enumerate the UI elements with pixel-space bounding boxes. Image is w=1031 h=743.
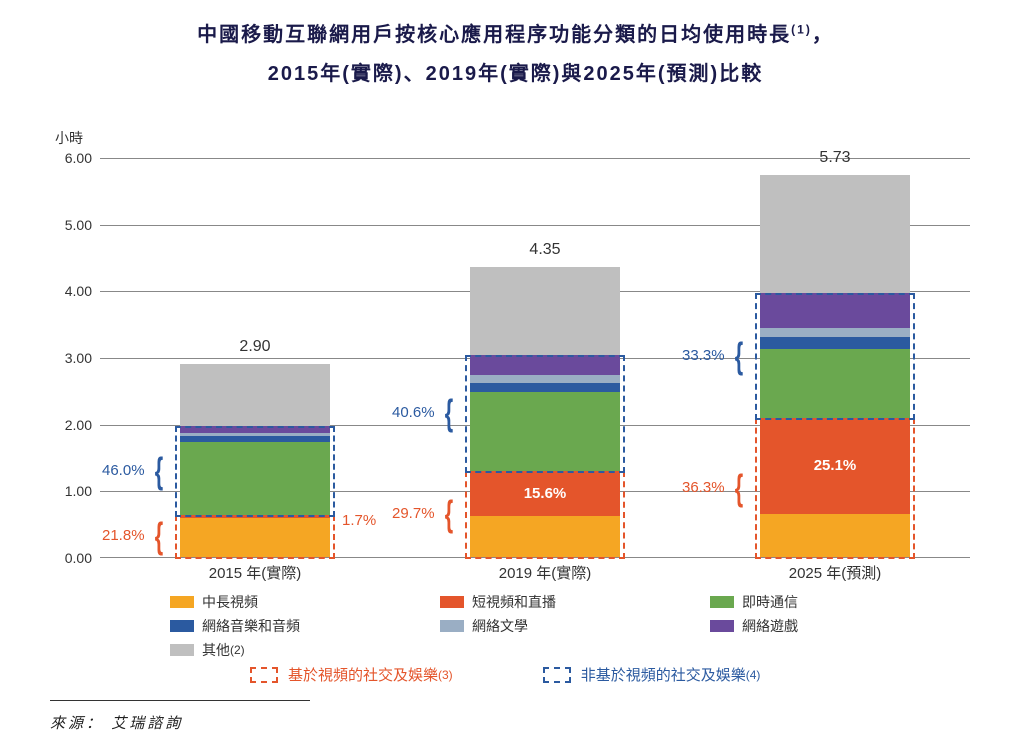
legend-item: 即時通信 [710,592,980,612]
seg-inner-pct: 25.1% [760,457,910,474]
legend2-sup: (4) [746,668,761,682]
group-small-pct-label: 1.7% [342,512,376,529]
bar-y2015: 2.90 [180,364,330,557]
group-pct-label: 21.8% [102,527,145,544]
legend2-label: 基於視頻的社交及娛樂 [288,664,438,685]
title-line1: 中國移動互聯網用戶按核心應用程序功能分類的日均使用時長 [197,24,791,46]
group-pct-label: 33.3% [682,347,725,364]
source-line: 來源： 艾瑞諮詢 [50,712,183,733]
bracket-icon: { [445,493,453,535]
legend-swatch [710,620,734,632]
group-pct-label: 40.6% [392,404,435,421]
seg-other [470,267,620,355]
legend-item: 網絡音樂和音頻 [170,616,440,636]
legend2-label: 非基於視頻的社交及娛樂 [581,664,746,685]
legend-label: 中長視頻 [202,592,258,612]
bar-y2019: 4.3515.6% [470,267,620,557]
chart-plot-area: 0.001.002.003.004.005.006.002.902015 年(實… [100,158,970,558]
ytick-label: 6.00 [50,150,92,166]
bar-total-label: 5.73 [760,149,910,167]
legend-item: 網絡遊戲 [710,616,980,636]
legend-swatch [170,596,194,608]
bracket-icon: { [445,392,453,434]
legend-swatch [440,620,464,632]
source-prefix: 來源： [50,715,104,732]
seg-other [180,364,330,427]
seg-literature [180,433,330,436]
legend-solid: 中長視頻 短視頻和直播 即時通信網絡音樂和音頻 網絡文學 網絡遊戲其他(2) [170,592,980,664]
seg-short_video: 25.1% [760,418,910,514]
legend-sup: (2) [230,643,245,657]
ytick-label: 2.00 [50,417,92,433]
legend-label: 即時通信 [742,592,798,612]
seg-games [470,355,620,375]
yaxis-label: 小時 [55,128,83,148]
bracket-icon: { [735,467,743,509]
source-divider [50,700,310,701]
bar-total-label: 2.90 [180,338,330,356]
source-text: 艾瑞諮詢 [111,715,183,732]
legend2-item: 非基於視頻的社交及娛樂(4) [543,664,761,685]
title-line2: 2015年(實際)、2019年(實際)與2025年(預測)比較 [0,57,1031,86]
seg-im [470,392,620,471]
seg-short_video: 15.6% [470,471,620,516]
legend-label: 網絡文學 [472,616,528,636]
seg-literature [470,375,620,383]
ytick-label: 5.00 [50,217,92,233]
x-category-label: 2019 年(實際) [445,562,645,583]
legend2-swatch [543,667,571,683]
bar-total-label: 4.35 [470,241,620,259]
legend-label: 短視頻和直播 [472,592,556,612]
x-category-label: 2025 年(預測) [735,562,935,583]
group-pct-label: 46.0% [102,462,145,479]
legend-label: 其他 [202,640,230,660]
legend2-sup: (3) [438,668,453,682]
legend-swatch [710,596,734,608]
legend2-item: 基於視頻的社交及娛樂(3) [250,664,453,685]
title-suffix: ， [812,24,834,46]
seg-long_video [760,514,910,557]
ytick-label: 1.00 [50,483,92,499]
legend-item: 短視頻和直播 [440,592,710,612]
legend-item: 網絡文學 [440,616,710,636]
seg-music [470,383,620,392]
seg-long_video [180,518,330,557]
x-category-label: 2015 年(實際) [155,562,355,583]
seg-literature [760,328,910,337]
legend-swatch [170,620,194,632]
seg-music [180,436,330,441]
legend-label: 網絡遊戲 [742,616,798,636]
seg-inner-pct: 15.6% [470,485,620,502]
seg-music [760,337,910,349]
ytick-label: 4.00 [50,283,92,299]
bar-y2025: 5.7325.1% [760,175,910,557]
seg-long_video [470,516,620,557]
seg-short_video [180,515,330,518]
legend-label: 網絡音樂和音頻 [202,616,300,636]
legend-item: 其他(2) [170,640,440,660]
bracket-icon: { [155,450,163,492]
seg-games [180,426,330,433]
seg-im [180,442,330,515]
seg-other [760,175,910,293]
legend-swatch [440,596,464,608]
legend-item: 中長視頻 [170,592,440,612]
legend-dashed: 基於視頻的社交及娛樂(3) 非基於視頻的社交及娛樂(4) [250,664,950,685]
ytick-label: 0.00 [50,550,92,566]
bracket-icon: { [735,335,743,377]
seg-im [760,349,910,418]
legend2-swatch [250,667,278,683]
bracket-icon: { [155,515,163,557]
title-sup: (1) [791,22,812,36]
group-pct-label: 36.3% [682,479,725,496]
legend-swatch [170,644,194,656]
ytick-label: 3.00 [50,350,92,366]
group-pct-label: 29.7% [392,505,435,522]
seg-games [760,293,910,328]
chart-title: 中國移動互聯網用戶按核心應用程序功能分類的日均使用時長(1)， 2015年(實際… [0,0,1031,86]
